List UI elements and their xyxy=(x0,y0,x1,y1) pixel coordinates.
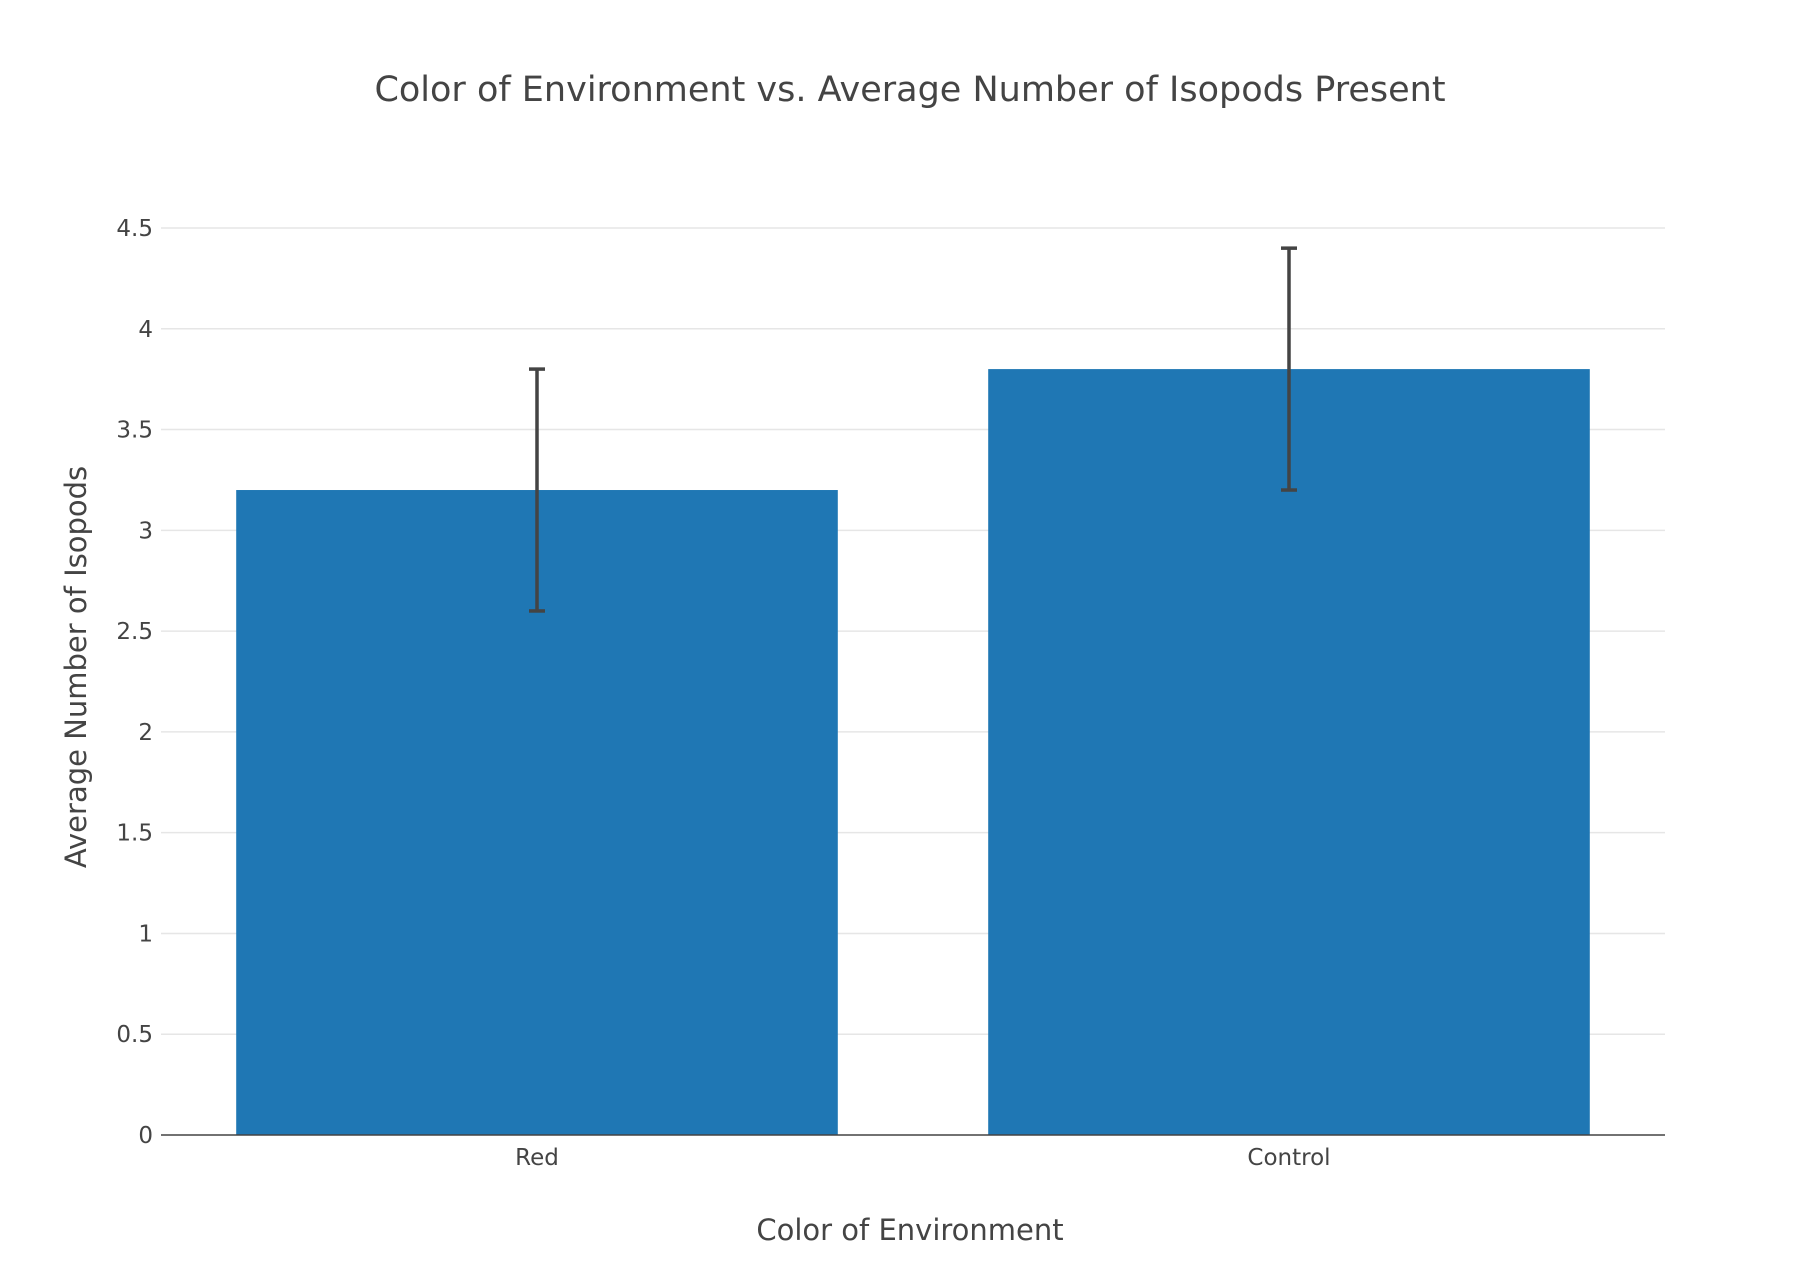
y-tick-label: 2 xyxy=(138,720,153,746)
x-tick-labels: Red Control xyxy=(515,1145,1330,1171)
y-tick-label: 2.5 xyxy=(116,619,153,645)
y-tick-label: 4 xyxy=(138,317,153,343)
x-axis-title: Color of Environment xyxy=(756,1213,1063,1247)
error-bar-red xyxy=(529,367,545,613)
y-axis-title: Average Number of Isopods xyxy=(59,466,93,868)
y-tick-label: 4.5 xyxy=(116,216,153,242)
y-tick-label: 0 xyxy=(138,1123,153,1149)
y-tick-label: 0.5 xyxy=(116,1022,153,1048)
y-tick-label: 1.5 xyxy=(116,821,153,847)
chart-title: Color of Environment vs. Average Number … xyxy=(374,70,1445,110)
x-tick-label: Red xyxy=(515,1145,559,1171)
x-tick-label: Control xyxy=(1247,1145,1330,1171)
bar-control xyxy=(988,369,1590,1136)
y-tick-label: 3.5 xyxy=(116,418,153,444)
bars xyxy=(236,369,1590,1136)
y-tick-label: 3 xyxy=(138,518,153,544)
error-bars xyxy=(529,246,1297,613)
error-bar-control xyxy=(1281,246,1297,492)
y-tick-label: 1 xyxy=(138,921,153,947)
y-tick-labels: 0 0.5 1 1.5 2 2.5 3 3.5 4 4.5 xyxy=(116,216,153,1149)
